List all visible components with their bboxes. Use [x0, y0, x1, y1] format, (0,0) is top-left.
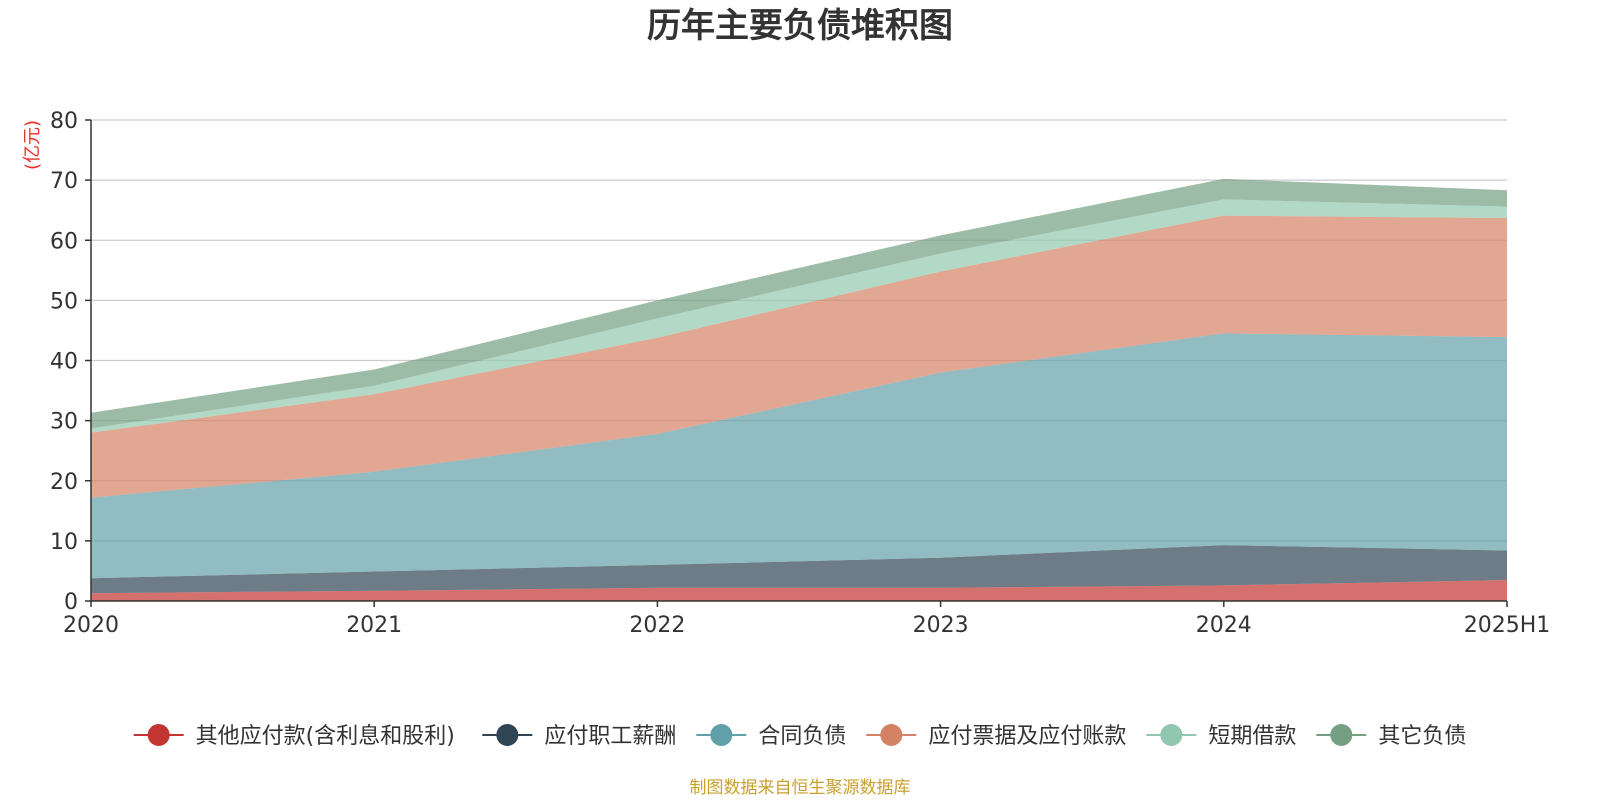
legend-marker [880, 724, 903, 746]
legend-item[interactable]: 其他应付款(含利息和股利) [133, 724, 455, 749]
legend-marker [710, 724, 733, 746]
legend-item[interactable]: 应付职工薪酬 [482, 724, 676, 749]
x-tick-label: 2022 [629, 613, 685, 638]
chart-title: 历年主要负债堆积图 [647, 6, 953, 46]
area-series-5 [91, 199, 1507, 433]
legend-label: 其他应付款(含利息和股利) [196, 724, 455, 749]
legend-label: 合同负债 [758, 724, 846, 749]
legend-item[interactable]: 合同负债 [696, 724, 846, 749]
area-series-6 [91, 178, 1507, 429]
area-series-3 [91, 333, 1507, 579]
axes: 0 10 20 30 40 50 60 70 80 2020 2021 2022 2023 2024 202… [50, 109, 1550, 638]
x-tick-label: 2025H1 [1464, 613, 1551, 638]
stacked-areas [91, 178, 1507, 601]
y-tick-label: 60 [50, 229, 78, 254]
y-tick-label: 70 [50, 169, 78, 194]
y-tick-label: 30 [50, 410, 78, 435]
legend-marker [147, 724, 170, 746]
legend-label: 其它负债 [1378, 724, 1466, 749]
legend-item[interactable]: 短期借款 [1146, 724, 1296, 749]
legend: 其他应付款(含利息和股利) 应付职工薪酬 合同负债 应付票据及应付账款 短期借款 其它负债 [133, 724, 1466, 749]
y-tick-label: 20 [50, 470, 78, 495]
y-tick-label: 40 [50, 350, 78, 375]
y-tick-label: 10 [50, 530, 78, 555]
legend-marker [1160, 724, 1183, 746]
area-series-2 [91, 545, 1507, 594]
y-tick-label: 80 [50, 109, 78, 134]
y-tick-label: 50 [50, 289, 78, 314]
y-tick-label: 0 [64, 590, 78, 615]
legend-label: 应付票据及应付账款 [928, 724, 1126, 749]
legend-marker [496, 724, 519, 746]
legend-item[interactable]: 应付票据及应付账款 [866, 724, 1126, 749]
legend-label: 应付职工薪酬 [544, 724, 676, 749]
legend-item[interactable]: 其它负债 [1316, 724, 1466, 749]
area-series-1 [91, 580, 1507, 601]
legend-marker [1330, 724, 1353, 746]
x-tick-label: 2024 [1196, 613, 1252, 638]
y-axis-unit-label: (亿元) [22, 120, 43, 170]
legend-label: 短期借款 [1208, 724, 1296, 749]
x-tick-label: 2023 [913, 613, 969, 638]
area-series-4 [91, 215, 1507, 498]
source-note: 制图数据来自恒生聚源数据库 [690, 778, 911, 798]
x-tick-label: 2020 [63, 613, 119, 638]
x-tick-label: 2021 [346, 613, 402, 638]
